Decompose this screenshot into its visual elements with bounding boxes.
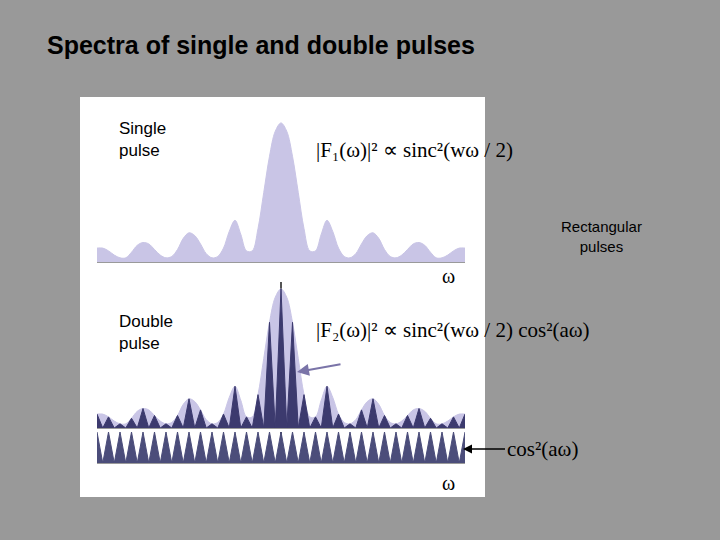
svg-text:Singlepulse: Singlepulse [119,119,166,160]
svg-text:Rectangularpulses: Rectangularpulses [561,218,642,255]
svg-text:Doublepulse: Doublepulse [119,312,173,353]
svg-text:Spectra of single and double p: Spectra of single and double pulses [47,31,475,59]
svg-text:ω: ω [442,472,455,494]
svg-text:|F₁(ω)|² ∝ sinc²(wω / 2): |F₁(ω)|² ∝ sinc²(wω / 2) [316,138,513,162]
svg-text:ω: ω [442,265,455,287]
svg-text:cos²(aω): cos²(aω) [507,437,578,461]
svg-text:|F₂(ω)|² ∝ sinc²(wω / 2) cos²(: |F₂(ω)|² ∝ sinc²(wω / 2) cos²(aω) [316,318,590,342]
